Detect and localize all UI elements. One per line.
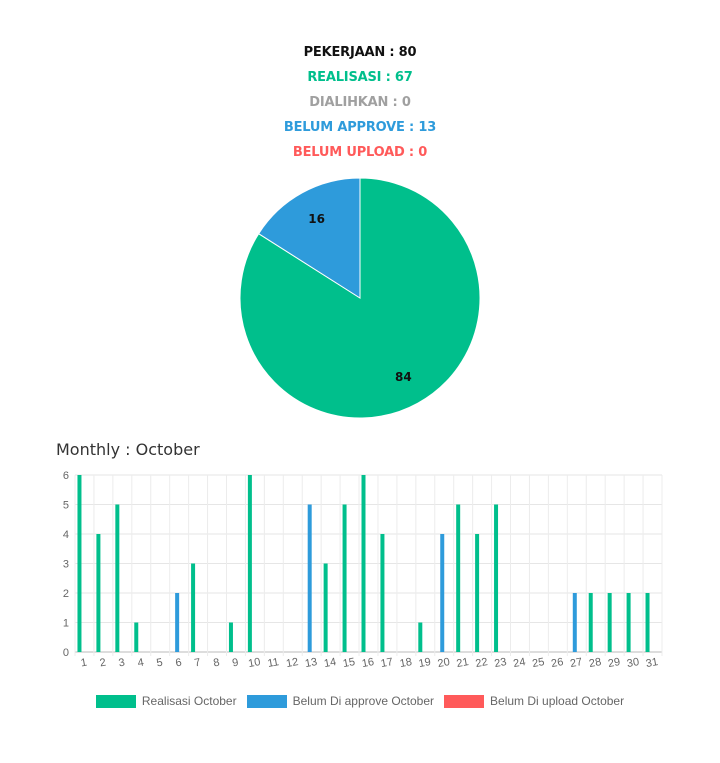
chart-legend: Realisasi October Belum Di approve Octob… xyxy=(0,694,720,708)
x-tick-label: 30 xyxy=(626,656,640,670)
x-tick-label: 28 xyxy=(588,656,602,670)
summary-panel: PEKERJAAN : 80 REALISASI : 67 DIALIHKAN … xyxy=(0,40,720,165)
bar-0-7[interactable] xyxy=(191,563,196,653)
x-tick-label: 18 xyxy=(399,656,413,670)
x-tick-label: 17 xyxy=(380,656,394,670)
x-tick-label: 26 xyxy=(550,656,564,670)
x-tick-label: 12 xyxy=(285,656,299,670)
legend-item-upload[interactable]: Belum Di upload October xyxy=(444,694,624,708)
x-tick-label: 27 xyxy=(569,656,583,670)
x-tick-label: 15 xyxy=(342,656,356,670)
bar-0-19[interactable] xyxy=(418,622,423,653)
legend-swatch-upload xyxy=(444,694,485,708)
x-tick-label: 29 xyxy=(607,656,621,670)
y-tick-label: 0 xyxy=(63,647,69,659)
x-tick-label: 2 xyxy=(99,657,107,670)
legend-swatch-realisasi xyxy=(95,694,136,708)
bar-0-2[interactable] xyxy=(96,534,101,652)
x-tick-label: 20 xyxy=(437,656,451,670)
x-tick-label: 14 xyxy=(323,656,337,670)
bar-0-22[interactable] xyxy=(475,534,480,652)
legend-label-upload: Belum Di upload October xyxy=(490,694,625,708)
bar-0-16[interactable] xyxy=(361,475,366,652)
bar-0-10[interactable] xyxy=(247,475,252,652)
x-tick-label: 9 xyxy=(231,657,239,670)
y-tick-label: 1 xyxy=(63,618,69,630)
bar-0-31[interactable] xyxy=(645,593,650,652)
pie-slice-1[interactable] xyxy=(257,177,361,299)
legend-label-approve: Belum Di approve October xyxy=(292,694,435,708)
x-tick-label: 4 xyxy=(137,657,145,670)
x-tick-label: 21 xyxy=(456,656,470,670)
x-tick-label: 5 xyxy=(156,657,164,670)
bar-1-20[interactable] xyxy=(440,534,445,652)
pie-chart: 84 16 xyxy=(239,177,481,419)
pie-label-0: 84 xyxy=(395,370,412,384)
x-tick-label: 16 xyxy=(361,656,375,670)
x-tick-label: 31 xyxy=(645,656,659,670)
dialihkan-total: DIALIHKAN : 0 xyxy=(309,95,411,110)
bar-0-28[interactable] xyxy=(588,593,593,652)
y-tick-label: 2 xyxy=(63,588,69,600)
x-tick-label: 19 xyxy=(418,656,432,670)
x-tick-label: 25 xyxy=(531,656,545,670)
bar-0-1[interactable] xyxy=(77,475,82,652)
legend-item-realisasi[interactable]: Realisasi October xyxy=(95,694,237,708)
bar-0-9[interactable] xyxy=(228,622,233,653)
y-tick-label: 3 xyxy=(63,559,69,571)
monthly-chart-title: Monthly : October xyxy=(56,440,200,459)
x-tick-label: 24 xyxy=(512,656,526,670)
x-tick-label: 22 xyxy=(475,656,489,670)
bar-1-13[interactable] xyxy=(307,504,312,653)
pekerjaan-total: PEKERJAAN : 80 xyxy=(303,45,417,60)
x-tick-label: 6 xyxy=(175,657,183,670)
x-tick-label: 13 xyxy=(304,656,318,670)
belum-upload-total: BELUM UPLOAD : 0 xyxy=(292,145,428,160)
y-tick-label: 4 xyxy=(63,529,69,541)
pie-label-1: 16 xyxy=(308,212,325,226)
bar-0-29[interactable] xyxy=(607,593,612,652)
bar-0-4[interactable] xyxy=(134,622,139,653)
bar-0-15[interactable] xyxy=(342,504,347,653)
x-tick-label: 10 xyxy=(247,656,261,670)
bar-0-17[interactable] xyxy=(380,534,385,652)
bar-0-30[interactable] xyxy=(626,593,631,652)
legend-label-realisasi: Realisasi October xyxy=(141,694,237,708)
y-tick-label: 5 xyxy=(63,500,69,512)
x-tick-label: 23 xyxy=(493,656,507,670)
belum-approve-total: BELUM APPROVE : 13 xyxy=(283,120,437,135)
x-tick-label: 11 xyxy=(267,656,280,670)
bar-1-27[interactable] xyxy=(572,593,577,652)
x-tick-label: 8 xyxy=(212,657,220,670)
y-tick-label: 6 xyxy=(63,470,69,482)
x-tick-label: 7 xyxy=(194,657,202,670)
legend-item-approve[interactable]: Belum Di approve October xyxy=(246,694,435,708)
bar-0-14[interactable] xyxy=(323,563,328,653)
x-tick-label: 1 xyxy=(80,657,88,670)
legend-swatch-approve xyxy=(246,694,287,708)
bar-1-6[interactable] xyxy=(175,593,180,652)
bar-0-21[interactable] xyxy=(456,504,461,653)
bar-0-23[interactable] xyxy=(494,504,499,653)
realisasi-total: REALISASI : 67 xyxy=(307,70,413,85)
bar-0-3[interactable] xyxy=(115,504,120,653)
x-tick-label: 3 xyxy=(118,657,126,670)
